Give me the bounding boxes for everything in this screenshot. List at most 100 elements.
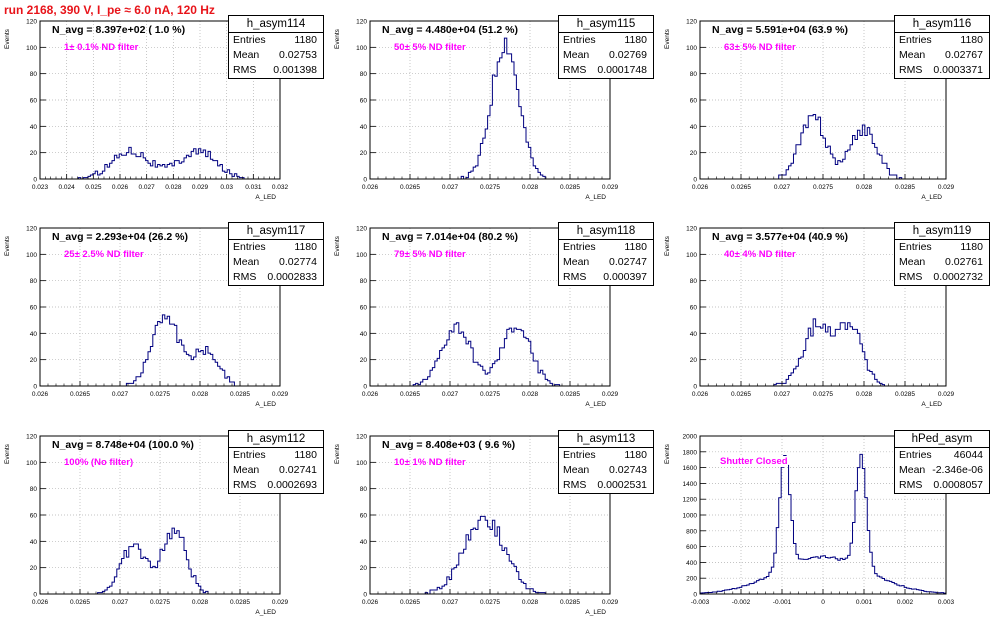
y-tick-label: 20 (360, 565, 368, 572)
y-tick-label: 120 (686, 226, 697, 233)
filter-annotation: 100% (No filter) (64, 457, 134, 468)
x-tick-label: 0.0285 (560, 184, 580, 191)
stats-value: 0.0002833 (267, 271, 317, 283)
x-tick-label: -0.002 (732, 599, 751, 606)
x-tick-label: 0.026 (32, 599, 49, 606)
stats-value: 0.001398 (273, 64, 317, 76)
histogram-plot: 0.023 0.024 0.025 0.026 0.027 0.028 0.029 0.03 0… (4, 19, 289, 202)
pad-9: -0.003 -0.002 -0.001 0 0.001 0.002 0.003 0 200 40… (660, 430, 996, 616)
x-tick-label: 0.023 (32, 184, 49, 191)
stats-key: Entries (899, 449, 932, 461)
y-tick-label: 60 (30, 513, 38, 520)
histogram-plot: 0.026 0.0265 0.027 0.0275 0.028 0.0285 0.029 0 2… (4, 434, 289, 617)
stats-row-rms: RMS 0.0002833 (229, 270, 323, 285)
stats-value: 0.0008057 (933, 479, 983, 491)
y-tick-label: 100 (356, 460, 367, 467)
y-axis-label: Events (4, 443, 11, 464)
y-tick-label: 0 (693, 384, 697, 391)
filter-annotation: 79± 5% ND filter (394, 249, 466, 260)
x-tick-label: 0.0275 (813, 391, 833, 398)
y-tick-label: 60 (360, 98, 368, 105)
x-tick-label: 0.0265 (731, 184, 751, 191)
x-tick-label: 0.026 (32, 391, 49, 398)
x-tick-label: 0.029 (938, 391, 955, 398)
stats-row-mean: Mean -2.346e-06 (895, 463, 989, 478)
stats-value: 0.0001748 (597, 64, 647, 76)
stats-box: h_asym112 Entries 1180 Mean 0.02741 RMS 0.0002… (228, 430, 324, 494)
x-tick-label: 0.028 (522, 184, 539, 191)
y-tick-label: 100 (26, 45, 37, 52)
stats-key: RMS (563, 271, 587, 283)
stats-key: RMS (233, 271, 257, 283)
y-tick-label: 0 (363, 592, 367, 599)
filter-annotation: 63± 5% ND filter (724, 42, 796, 53)
stats-key: RMS (563, 64, 587, 76)
y-tick-label: 0 (33, 384, 37, 391)
x-tick-label: 0.0265 (400, 391, 420, 398)
pad-8: 0.026 0.0265 0.027 0.0275 0.028 0.0285 0.029 0 2… (330, 430, 660, 616)
navg-label: N_avg = 7.014e+04 (80.2 %) (382, 231, 519, 243)
x-axis-label: A_LED (255, 194, 276, 201)
y-tick-label: 1600 (683, 465, 698, 472)
x-axis-label: A_LED (921, 401, 942, 408)
stats-value: 1180 (960, 241, 983, 253)
y-tick-label: 0 (363, 384, 367, 391)
pad-1: 0.023 0.024 0.025 0.026 0.027 0.028 0.029 0.03 0… (0, 15, 330, 201)
stats-row-rms: RMS 0.001398 (229, 63, 323, 78)
pad-3: 0.026 0.0265 0.027 0.0275 0.028 0.0285 0.029 0 2… (660, 15, 996, 201)
y-tick-label: 40 (30, 124, 38, 131)
y-tick-label: 40 (360, 331, 368, 338)
stats-row-rms: RMS 0.000397 (559, 270, 653, 285)
x-tick-label: 0.0265 (70, 599, 90, 606)
stats-value: 0.02747 (609, 256, 647, 268)
x-tick-label: 0.032 (272, 184, 289, 191)
histogram-plot: 0.026 0.0265 0.027 0.0275 0.028 0.0285 0.029 0 2… (334, 434, 619, 617)
stats-key: Entries (233, 34, 266, 46)
stats-row-mean: Mean 0.02743 (559, 463, 653, 478)
x-tick-label: 0.0275 (813, 184, 833, 191)
y-tick-label: 0 (33, 592, 37, 599)
y-tick-label: 0 (693, 177, 697, 184)
navg-label: N_avg = 3.577e+04 (40.9 %) (712, 231, 849, 243)
x-tick-label: 0.026 (112, 184, 129, 191)
y-tick-label: 200 (686, 576, 697, 583)
stats-row-entries: Entries 1180 (559, 240, 653, 255)
stats-box: h_asym114 Entries 1180 Mean 0.02753 RMS 0.0013… (228, 15, 324, 79)
y-tick-label: 0 (33, 177, 37, 184)
y-tick-label: 80 (690, 278, 698, 285)
stats-row-mean: Mean 0.02753 (229, 48, 323, 63)
histogram-plot: 0.026 0.0265 0.027 0.0275 0.028 0.0285 0.029 0 2… (4, 226, 289, 409)
stats-title: h_asym114 (229, 16, 323, 33)
x-tick-label: 0.027 (774, 184, 791, 191)
navg-label: N_avg = 5.591e+04 (63.9 %) (712, 24, 849, 36)
x-tick-label: 0.026 (362, 391, 379, 398)
y-axis-label: Events (664, 28, 671, 49)
filter-annotation: 25± 2.5% ND filter (64, 249, 144, 260)
stats-value: 1180 (624, 449, 647, 461)
filter-annotation: 50± 5% ND filter (394, 42, 466, 53)
stats-row-rms: RMS 0.0001748 (559, 63, 653, 78)
stats-row-mean: Mean 0.02769 (559, 48, 653, 63)
y-tick-label: 400 (686, 560, 697, 567)
y-tick-label: 40 (30, 331, 38, 338)
y-tick-label: 1200 (683, 497, 698, 504)
x-tick-label: 0.028 (522, 599, 539, 606)
x-tick-label: 0.028 (522, 391, 539, 398)
y-axis-label: Events (334, 443, 341, 464)
run-title: run 2168, 390 V, I_pe ≈ 6.0 nA, 120 Hz (4, 3, 215, 17)
stats-key: Mean (899, 49, 926, 61)
x-tick-label: 0.026 (692, 184, 709, 191)
y-tick-label: 100 (356, 45, 367, 52)
stats-value: 0.0002732 (933, 271, 983, 283)
stats-title: h_asym117 (229, 223, 323, 240)
x-tick-label: 0.0275 (480, 391, 500, 398)
x-tick-label: 0.026 (362, 184, 379, 191)
stats-row-mean: Mean 0.02774 (229, 255, 323, 270)
navg-label: N_avg = 4.480e+04 (51.2 %) (382, 24, 519, 36)
stats-value: 0.0002693 (267, 479, 317, 491)
x-tick-label: 0.027 (112, 599, 129, 606)
stats-row-rms: RMS 0.0002732 (895, 270, 989, 285)
stats-row-entries: Entries 1180 (229, 240, 323, 255)
stats-key: Mean (899, 256, 926, 268)
stats-row-mean: Mean 0.02767 (895, 48, 989, 63)
